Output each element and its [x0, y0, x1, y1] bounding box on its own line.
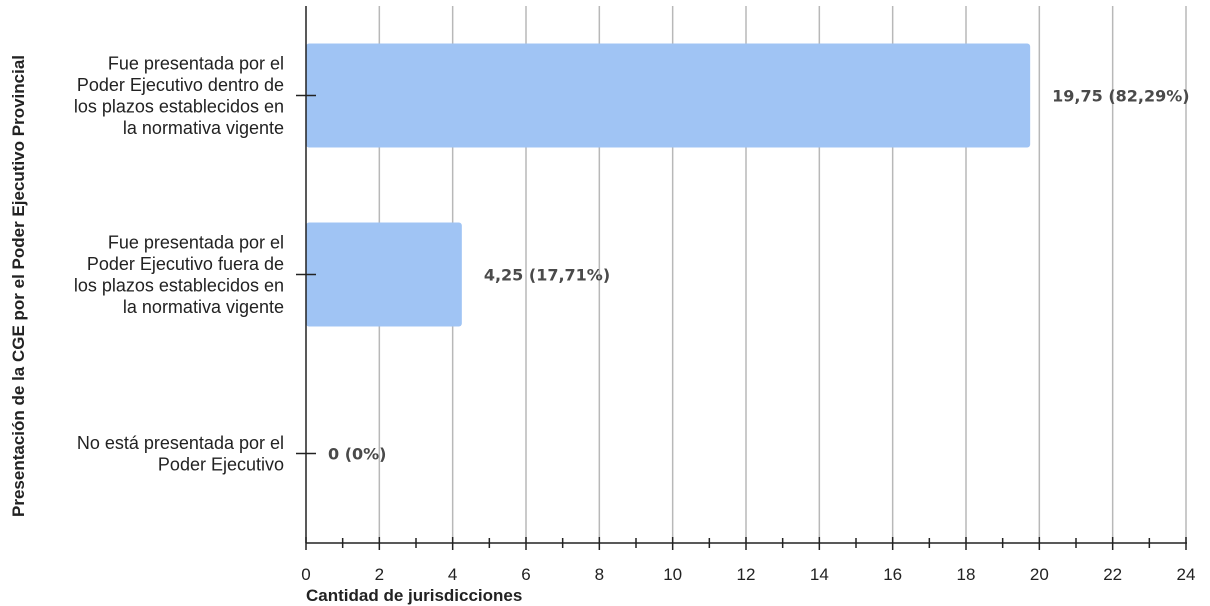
category-label-line: Fue presentada por el	[108, 232, 284, 252]
x-tick-label: 24	[1177, 565, 1196, 584]
category-label-line: Poder Ejecutivo fuera de	[87, 254, 284, 274]
x-tick-label: 12	[737, 565, 756, 584]
data-label: 4,25 (17,71%)	[484, 266, 610, 285]
x-tick-label: 18	[957, 565, 976, 584]
category-label-line: No está presentada por el	[77, 433, 284, 453]
category-label: Fue presentada por el Poder Ejecutivo fue…	[74, 232, 284, 317]
x-tick-label: 0	[301, 565, 310, 584]
data-labels: 19,75 (82,29%) 4,25 (17,71%) 0 (0%)	[328, 87, 1190, 464]
bar	[306, 43, 1031, 148]
category-label-line: los plazos establecidos en	[74, 96, 284, 116]
bars	[306, 43, 1031, 327]
y-axis-title: Presentación de la CGE por el Poder Ejec…	[9, 55, 28, 517]
category-label-line: los plazos establecidos en	[74, 275, 284, 295]
x-tick-label: 22	[1103, 565, 1122, 584]
category-label-line: Poder Ejecutivo	[158, 454, 284, 474]
data-label: 0 (0%)	[328, 445, 387, 464]
category-label-line: la normativa vigente	[123, 118, 284, 138]
x-tick-label: 10	[663, 565, 682, 584]
category-label: No está presentada por el Poder Ejecutivo	[77, 433, 284, 475]
x-tick-label: 6	[521, 565, 530, 584]
category-label-line: Poder Ejecutivo dentro de	[77, 75, 284, 95]
x-axis-title: Cantidad de jurisdicciones	[306, 586, 522, 605]
x-tick-label: 20	[1030, 565, 1049, 584]
category-label: Fue presentada por el Poder Ejecutivo den…	[74, 53, 284, 138]
x-tick-label: 16	[883, 565, 902, 584]
category-label-line: Fue presentada por el	[108, 53, 284, 73]
bar	[306, 222, 462, 327]
x-tick-label: 2	[375, 565, 384, 584]
x-tick-label: 14	[810, 565, 829, 584]
data-label: 19,75 (82,29%)	[1052, 87, 1189, 106]
category-label-line: la normativa vigente	[123, 297, 284, 317]
x-tick-label: 8	[595, 565, 604, 584]
axes	[296, 6, 1187, 550]
x-tick-label: 4	[448, 565, 457, 584]
category-labels: Fue presentada por el Poder Ejecutivo den…	[74, 53, 284, 474]
x-tick-labels: 0 2 4 6 8 10 12 14 16 18 20 22 24	[301, 565, 1195, 584]
